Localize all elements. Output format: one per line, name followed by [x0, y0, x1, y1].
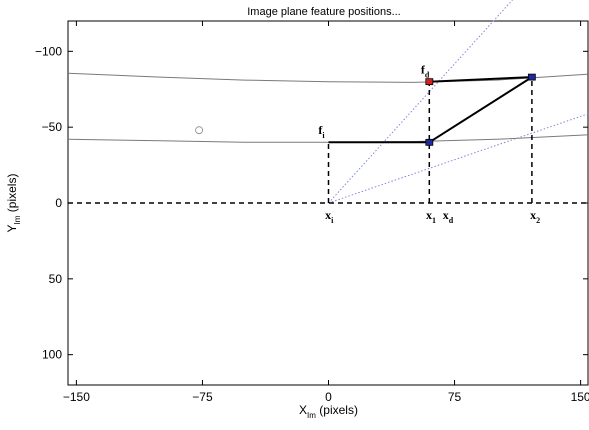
y-tick-label-2: 0	[55, 196, 62, 210]
annotation-0: fi	[318, 123, 325, 140]
annotation-main: x	[325, 208, 331, 222]
series-layer	[67, 0, 589, 204]
y-tick-label-3: 50	[49, 272, 63, 286]
y-axis-label-sub: Im	[13, 215, 22, 224]
x-axis-label-main: X	[299, 403, 307, 417]
x-tick-label-0: −150	[63, 390, 90, 404]
series-line-4	[328, 76, 533, 144]
points-layer	[195, 73, 536, 146]
series-line-3	[328, 0, 514, 204]
x-tick-label-2: 0	[325, 390, 332, 404]
annotation-sub: d	[425, 71, 430, 80]
y-tick-label-1: −50	[42, 120, 63, 134]
annotation-main: f	[318, 123, 323, 137]
y-axis-label-rest: (pixels)	[5, 174, 19, 216]
hollow-point-0	[195, 126, 203, 135]
series-line-1	[67, 72, 589, 83]
annotation-main: f	[421, 63, 426, 77]
annotation-sub: i	[322, 131, 325, 140]
x-tick-label-1: −75	[192, 390, 213, 404]
y-tick-label-0: −100	[35, 44, 62, 58]
x-ticks: −150 −75 0 75 150	[63, 21, 589, 404]
series-line-5	[429, 76, 532, 83]
y-tick-label-4: 100	[42, 348, 62, 362]
annotation-sub: i	[331, 216, 334, 225]
annotation-3: x1	[426, 208, 436, 225]
annotation-4: xd	[443, 208, 454, 225]
annotation-main: x	[530, 208, 536, 222]
annotation-main: x	[426, 208, 432, 222]
data-point-1	[527, 73, 536, 81]
y-axis-label-main: Y	[5, 224, 19, 232]
x-tick-label-3: 75	[448, 390, 462, 404]
y-ticks: −100 −50 0 50 100	[35, 44, 588, 362]
series-line-0	[67, 134, 589, 143]
annotation-sub: 1	[432, 216, 436, 225]
annotation-sub: 2	[536, 216, 540, 225]
series-line-2	[328, 113, 589, 204]
annotation-main: x	[443, 208, 449, 222]
y-axis-label: YIm (pixels)	[5, 174, 22, 233]
x-axis-label-rest: (pixels)	[316, 403, 358, 417]
chart-title: Image plane feature positions...	[247, 6, 400, 18]
x-axis-label-sub: Im	[307, 411, 316, 420]
annotation-1: fd	[421, 63, 430, 80]
data-point-2	[425, 78, 434, 86]
data-point-0	[425, 138, 434, 146]
annotation-sub: d	[449, 216, 454, 225]
annotation-5: x2	[530, 208, 540, 225]
x-axis-label: XIm (pixels)	[299, 403, 358, 420]
x-tick-label-4: 150	[571, 390, 589, 404]
annotation-2: xi	[325, 208, 334, 225]
